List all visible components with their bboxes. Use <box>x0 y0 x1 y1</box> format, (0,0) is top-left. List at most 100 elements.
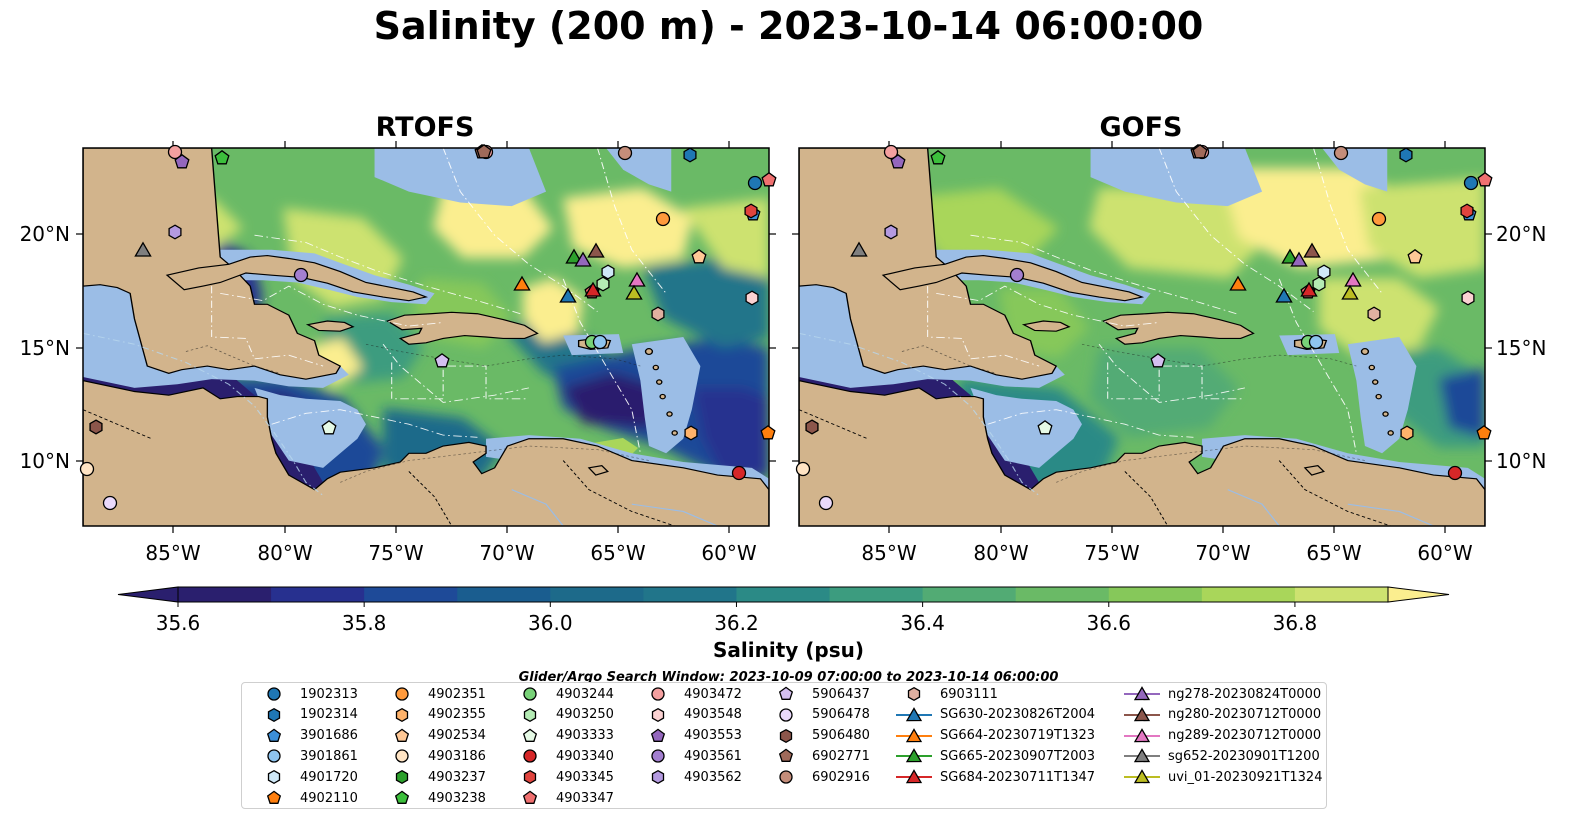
obs-marker-6903111 <box>651 306 665 322</box>
hexagon-icon <box>395 770 409 785</box>
circle-icon <box>779 708 793 722</box>
obs-marker-5906480 <box>805 419 819 435</box>
legend-label: 4902355 <box>428 707 486 723</box>
pentagon-icon <box>266 728 282 742</box>
lat-tick-label-right: 20°N <box>1496 222 1546 246</box>
colorbar-bin <box>1201 587 1296 602</box>
colorbar-extend-max <box>1387 586 1450 603</box>
obs-marker-4903345 <box>1460 203 1474 219</box>
obs-marker-ng278-20230824T0000 <box>574 251 592 267</box>
obs-marker-4902110 <box>1476 425 1492 440</box>
obs-marker-5906478 <box>818 495 834 511</box>
obs-marker-4902355 <box>684 425 698 441</box>
hexagon-icon <box>523 770 537 785</box>
circle-icon <box>523 749 537 764</box>
legend-swatch <box>394 728 410 742</box>
obs-marker-ng278-20230824T0000 <box>1290 251 1308 267</box>
map-panel-gofs <box>798 147 1486 527</box>
colorbar-bin <box>736 587 831 602</box>
obs-marker-1902314 <box>1399 147 1413 163</box>
lon-tick-label: 75°W <box>368 541 423 565</box>
lon-tick-label: 65°W <box>590 541 645 565</box>
legend-swatch <box>267 707 281 722</box>
legend-item: 1902314 <box>256 705 358 725</box>
legend-item: 4903340 <box>512 746 614 766</box>
legend-label: 4903347 <box>556 790 614 806</box>
legend-swatch <box>523 687 537 701</box>
lat-tick-label-left: 20°N <box>20 222 70 246</box>
obs-marker-4903548 <box>745 290 759 306</box>
obs-marker-4903548 <box>1461 290 1475 306</box>
obs-marker-5906478 <box>102 495 118 511</box>
obs-marker-4903561 <box>293 267 309 283</box>
obs-marker-4903186 <box>79 461 95 477</box>
obs-marker-4902534 <box>1407 248 1423 264</box>
legend-label: 4903340 <box>556 748 614 764</box>
obs-marker-4902355 <box>1400 425 1414 441</box>
colorbar-bin <box>364 587 458 602</box>
legend-swatch <box>267 687 281 701</box>
legend-label: 4901720 <box>300 769 358 785</box>
legend-item: 1902313 <box>256 684 358 704</box>
legend-label: 4903186 <box>428 748 486 764</box>
obs-marker-6902916 <box>617 145 633 161</box>
legend-swatch <box>651 687 665 701</box>
legend-item: SG665-20230907T2003 <box>896 746 1095 766</box>
colorbar-extend-min <box>117 586 179 603</box>
colorbar-frame <box>177 586 1389 603</box>
legend-swatch <box>267 749 281 764</box>
obs-marker-4903472 <box>167 144 183 160</box>
legend-label: 4903345 <box>556 769 614 785</box>
legend-swatch <box>395 770 409 785</box>
legend-swatch <box>905 727 923 742</box>
colorbar-bin <box>178 587 272 602</box>
obs-marker-4903561 <box>1009 267 1025 283</box>
legend-label: sg652-20230901T1200 <box>1168 748 1320 764</box>
legend-item: 5906480 <box>768 726 870 746</box>
panel-title-rtofs: RTOFS <box>375 112 475 143</box>
colorbar-bin <box>271 587 365 602</box>
legend-swatch <box>522 790 538 804</box>
legend-item: SG664-20230719T1323 <box>896 726 1095 746</box>
lon-tick-label: 70°W <box>1195 541 1250 565</box>
obs-marker-4903250 <box>1312 276 1326 292</box>
legend-item: 4903244 <box>512 684 614 704</box>
obs-marker-3901861 <box>1308 334 1324 350</box>
lon-tick-label: 85°W <box>145 541 200 565</box>
triangle-icon <box>1124 748 1160 763</box>
lon-tick-label: 80°W <box>973 541 1028 565</box>
colorbar-tick-label: 35.8 <box>342 611 387 635</box>
circle-icon <box>523 687 537 701</box>
obs-marker-4902534 <box>691 248 707 264</box>
obs-marker-4902351 <box>655 211 671 227</box>
legend-label: 4902110 <box>300 790 358 806</box>
legend-swatch <box>1133 706 1151 722</box>
legend-label: 5906437 <box>812 686 870 702</box>
legend-swatch <box>651 749 665 764</box>
legend-label: 3901861 <box>300 748 358 764</box>
legend-item: 4903345 <box>512 767 614 787</box>
legend-swatch <box>267 770 281 785</box>
legend-swatch <box>907 686 921 702</box>
legend-item: 4903548 <box>640 705 742 725</box>
legend-swatch <box>651 770 665 785</box>
pentagon-icon <box>522 790 538 804</box>
obs-marker-SG664-20230719T1323 <box>1229 275 1247 291</box>
obs-marker-4902110 <box>760 425 776 440</box>
obs-marker-6902916 <box>1333 145 1349 161</box>
obs-marker-6902771 <box>476 143 492 159</box>
legend-label: 4903244 <box>556 686 614 702</box>
lon-tick-label: 80°W <box>257 541 312 565</box>
legend-swatch <box>523 749 537 764</box>
circle-icon <box>395 749 409 764</box>
pentagon-icon <box>778 748 794 763</box>
obs-marker-4903347 <box>1477 171 1493 187</box>
obs-marker-uvi_01-20230921T1324 <box>625 284 643 300</box>
hexagon-icon <box>395 707 409 722</box>
hexagon-icon <box>651 770 665 785</box>
obs-marker-5906480 <box>89 419 103 435</box>
obs-marker-4903186 <box>795 461 811 477</box>
legend-label: 1902314 <box>300 707 358 723</box>
triangle-icon <box>896 706 932 722</box>
